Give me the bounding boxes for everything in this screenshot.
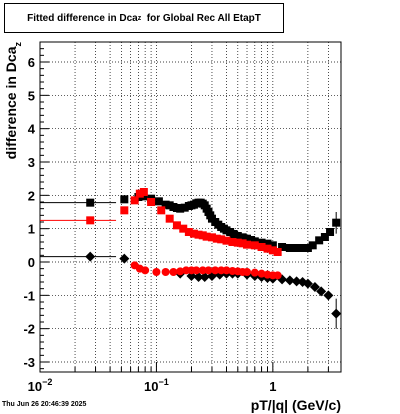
data-point xyxy=(86,198,95,207)
data-point xyxy=(198,266,207,275)
data-point xyxy=(189,229,198,238)
chart-title: Fitted difference in Dca z for Global Rec… xyxy=(4,3,284,33)
data-point xyxy=(222,236,231,245)
data-point xyxy=(302,278,313,289)
data-point xyxy=(250,241,259,250)
timestamp-footer: Thu Jun 26 20:46:39 2025 xyxy=(2,401,87,408)
data-point xyxy=(315,236,324,245)
y-tick-label: -1 xyxy=(23,288,35,303)
data-point xyxy=(85,251,96,262)
data-point xyxy=(292,244,301,252)
data-point xyxy=(233,238,242,247)
data-point xyxy=(303,244,312,252)
data-point xyxy=(180,203,189,212)
data-point xyxy=(199,272,210,282)
data-point xyxy=(285,244,294,252)
y-tick-label: 3 xyxy=(28,155,35,170)
data-point xyxy=(217,235,226,244)
data-point xyxy=(194,230,203,239)
data-point xyxy=(268,241,277,250)
data-point xyxy=(309,282,320,292)
y-tick-label: 4 xyxy=(28,122,36,137)
data-point xyxy=(119,253,130,264)
data-point xyxy=(298,244,307,252)
data-point xyxy=(320,233,329,241)
data-point xyxy=(326,228,335,236)
data-point xyxy=(228,238,237,246)
data-point xyxy=(179,224,188,233)
data-point xyxy=(147,198,156,206)
data-point xyxy=(202,232,211,241)
data-point xyxy=(135,189,144,198)
data-point xyxy=(222,266,231,275)
data-point xyxy=(86,216,95,225)
data-point xyxy=(308,241,317,250)
data-point xyxy=(157,206,166,215)
data-point xyxy=(257,243,266,251)
x-axis-label: pT/|q| (GeV/c) xyxy=(251,397,341,413)
data-point xyxy=(250,268,259,277)
data-point xyxy=(176,267,185,276)
data-point xyxy=(120,206,129,215)
data-point xyxy=(184,228,193,236)
data-point xyxy=(193,272,204,282)
data-point xyxy=(257,238,266,247)
data-point xyxy=(238,239,247,248)
y-tick-label: 1 xyxy=(28,222,35,237)
data-point xyxy=(212,234,221,243)
data-point xyxy=(165,214,174,223)
y-tick-label: 2 xyxy=(28,188,35,203)
data-point xyxy=(233,232,242,240)
x-tick-label: 1 xyxy=(269,379,276,394)
data-point xyxy=(243,240,252,249)
data-point xyxy=(273,248,282,256)
data-point xyxy=(273,271,282,280)
data-point xyxy=(238,233,247,242)
data-point xyxy=(130,196,139,205)
y-tick-label: -2 xyxy=(23,322,35,337)
y-tick-label: 6 xyxy=(28,55,35,70)
data-point xyxy=(257,269,266,278)
data-point xyxy=(243,234,252,243)
y-axis-label: difference in Dcaz xyxy=(3,42,23,160)
y-tick-label: 5 xyxy=(28,88,35,103)
data-point xyxy=(204,266,213,275)
data-point xyxy=(284,275,295,286)
data-point xyxy=(139,188,148,196)
chart-title-main: Fitted difference in Dca xyxy=(27,12,138,24)
data-point xyxy=(278,243,287,251)
data-point xyxy=(120,195,129,204)
data-point xyxy=(316,286,327,297)
data-point xyxy=(207,233,216,242)
data-point xyxy=(161,200,170,209)
chart-title-suffix: for Global Rec All EtapT xyxy=(141,12,261,24)
data-point xyxy=(323,290,334,301)
data-point xyxy=(169,268,178,276)
data-point xyxy=(211,266,220,275)
data-point xyxy=(154,197,163,206)
x-tick-label: 10−2 xyxy=(28,377,53,394)
y-tick-label: 0 xyxy=(28,255,35,270)
data-point xyxy=(291,276,302,287)
data-point xyxy=(141,266,150,275)
chart-title-subscript: z xyxy=(137,14,142,22)
data-point xyxy=(263,244,272,253)
data-point xyxy=(176,204,185,213)
data-point xyxy=(263,239,272,248)
x-tick-label: 10−1 xyxy=(144,377,169,394)
data-point xyxy=(268,246,277,255)
data-point xyxy=(192,266,201,275)
y-tick-label: -3 xyxy=(23,355,35,370)
data-point xyxy=(152,268,161,276)
data-point xyxy=(243,268,252,276)
data-point xyxy=(172,221,181,230)
data-point xyxy=(161,268,170,276)
data-point xyxy=(229,230,238,238)
